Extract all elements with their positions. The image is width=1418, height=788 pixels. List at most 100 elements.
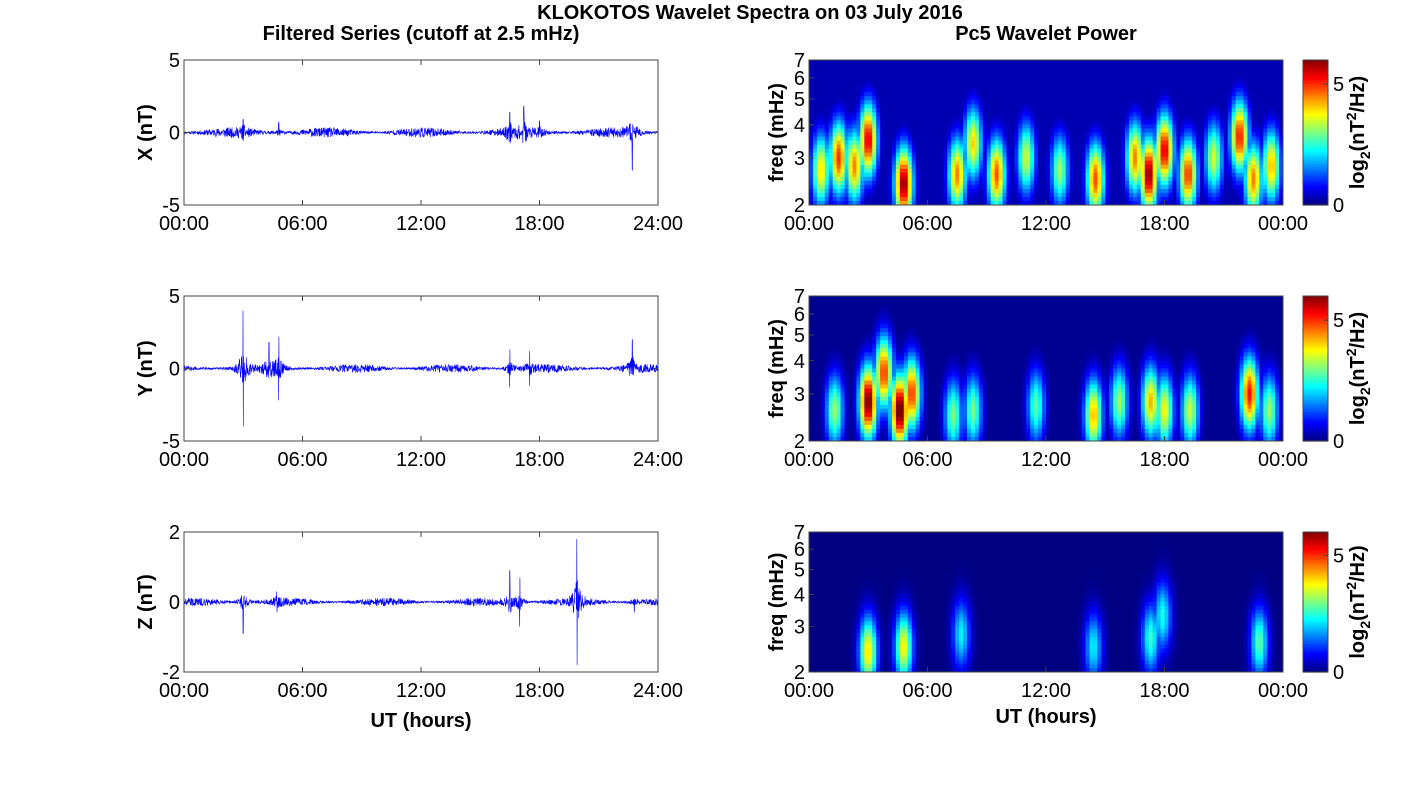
colorbar-cell [1303, 60, 1328, 64]
heatmap-cell [1085, 196, 1091, 202]
colorbar-cell [1303, 118, 1328, 122]
heatmap-cell [1211, 100, 1217, 105]
heatmap-cell [1267, 168, 1272, 174]
heatmap-cell [899, 104, 905, 109]
heatmap-cell [1219, 200, 1225, 205]
heatmap-cell [1275, 124, 1280, 130]
heatmap-cell [1172, 104, 1177, 109]
heatmap-cell [840, 176, 846, 182]
heatmap-cell [1168, 192, 1173, 198]
heatmap-cell [943, 128, 948, 134]
heatmap-cell [1053, 108, 1059, 113]
heatmap-cell [852, 88, 857, 93]
heatmap-cell [1128, 80, 1134, 85]
heatmap-cell [1180, 308, 1185, 313]
heatmap-cell [884, 92, 889, 97]
heatmap-cell [1188, 196, 1193, 202]
heatmap-cell [967, 60, 972, 65]
heatmap-cell [820, 144, 826, 150]
heatmap-cell [1128, 128, 1134, 134]
heatmap-cell [1073, 148, 1079, 154]
heatmap-cell [1204, 128, 1209, 134]
heatmap-cell [1065, 132, 1071, 138]
heatmap-cell [1113, 108, 1118, 113]
heatmap-cell [864, 72, 869, 77]
heatmap-cell [907, 152, 913, 158]
heatmap-cell [1172, 196, 1177, 202]
heatmap-cell [1077, 72, 1083, 77]
heatmap-cell [947, 136, 952, 142]
heatmap-cell [990, 200, 996, 205]
heatmap-cell [1085, 176, 1091, 182]
heatmap-cell [1081, 128, 1087, 134]
x-tick-label: 06:00 [902, 213, 952, 235]
heatmap-cell [1247, 144, 1252, 150]
heatmap-cell [1053, 184, 1059, 190]
heatmap-cell [1006, 100, 1012, 105]
heatmap-cell [951, 72, 956, 77]
heatmap-cell [1065, 296, 1071, 301]
heatmap-cell [1172, 172, 1177, 178]
heatmap-cell [1235, 116, 1241, 122]
heatmap-cell [840, 172, 846, 178]
heatmap-cell [1227, 108, 1233, 113]
heatmap-cell [880, 116, 885, 122]
heatmap-cell [1049, 156, 1055, 162]
heatmap-cell [836, 160, 842, 166]
heatmap-cell [1034, 308, 1039, 313]
heatmap-cell [1207, 92, 1213, 97]
heatmap-cell [903, 196, 909, 202]
heatmap-cell [1263, 136, 1268, 142]
heatmap-cell [868, 148, 873, 154]
heatmap-cell [1259, 188, 1264, 194]
heatmap-cell [1093, 144, 1098, 150]
heatmap-cell [1081, 96, 1087, 101]
heatmap-cell [1057, 192, 1063, 198]
heatmap-cell [1164, 168, 1170, 174]
heatmap-cell [1219, 152, 1225, 158]
heatmap-cell [974, 160, 980, 166]
heatmap-cell [1160, 108, 1166, 113]
heatmap-cell [1275, 112, 1280, 117]
heatmap-cell [1132, 296, 1138, 301]
heatmap-cell [876, 300, 881, 305]
heatmap-cell [955, 72, 960, 77]
heatmap-cell [1215, 96, 1221, 101]
heatmap-cell [1042, 188, 1047, 194]
heatmap-cell [895, 304, 901, 309]
heatmap-cell [1231, 172, 1237, 178]
heatmap-cell [970, 88, 976, 93]
heatmap-cell [931, 84, 936, 89]
heatmap-cell [1006, 72, 1012, 77]
heatmap-cell [951, 200, 956, 205]
heatmap-cell [959, 188, 964, 194]
heatmap-cell [931, 76, 936, 81]
heatmap-cell [927, 116, 933, 122]
heatmap-cell [1073, 160, 1079, 166]
heatmap-cell [1042, 172, 1047, 178]
heatmap-cell [1239, 80, 1245, 85]
heatmap-cell [1144, 68, 1150, 73]
heatmap-cell [919, 176, 925, 182]
heatmap-cell [978, 176, 984, 182]
heatmap-cell [868, 88, 873, 93]
y-tick-label: 2 [794, 195, 805, 217]
heatmap-cell [1168, 300, 1173, 305]
heatmap-cell [1215, 76, 1221, 81]
heatmap-cell [868, 188, 873, 194]
heatmap-cell [1073, 184, 1079, 190]
heatmap-cell [1121, 304, 1126, 309]
heatmap-cell [1081, 68, 1087, 73]
heatmap-cell [1176, 296, 1181, 301]
heatmap-cell [884, 180, 889, 186]
heatmap-cell [1255, 180, 1260, 186]
heatmap-cell [1152, 180, 1158, 186]
heatmap-cell [1085, 124, 1091, 130]
heatmap-cell [876, 60, 881, 65]
heatmap-cell [1231, 92, 1237, 97]
heatmap-cell [1117, 148, 1122, 154]
heatmap-cell [872, 108, 877, 113]
heatmap-cell [1022, 104, 1027, 109]
heatmap-cell [1014, 108, 1019, 113]
heatmap-cell [1172, 300, 1177, 305]
